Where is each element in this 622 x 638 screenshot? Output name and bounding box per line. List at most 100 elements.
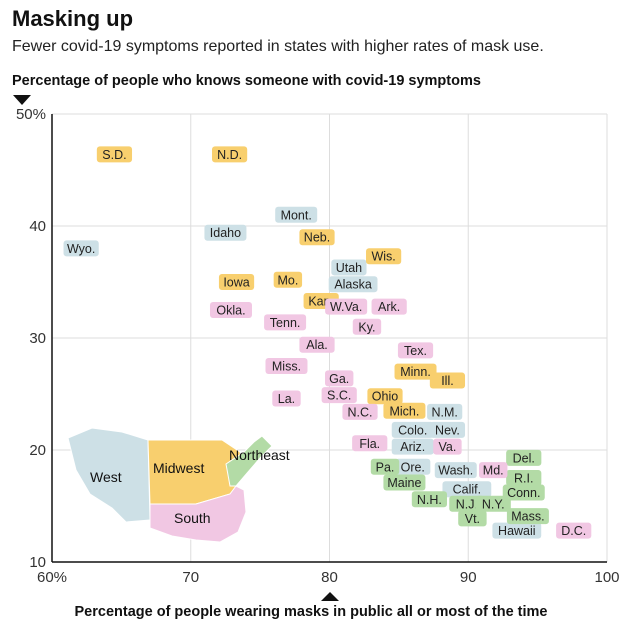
state-point: Ore. <box>395 458 431 475</box>
state-chip <box>204 224 247 241</box>
state-label: Tenn. <box>270 316 301 330</box>
map-label-west: West <box>90 469 122 485</box>
state-label: D.C. <box>561 524 586 538</box>
state-label: Mass. <box>511 510 544 524</box>
state-point: Iowa <box>218 274 255 290</box>
state-chip <box>273 271 303 288</box>
map-region-south <box>149 485 247 543</box>
map-label-south: South <box>174 510 211 526</box>
state-label: Fla. <box>359 437 380 451</box>
state-chip <box>321 387 357 404</box>
state-label: Mich. <box>389 404 419 418</box>
state-point: Tenn. <box>264 314 307 331</box>
y-tick-label: 20 <box>29 442 46 459</box>
chart-title: Masking up <box>12 6 134 31</box>
state-chip <box>506 508 549 525</box>
state-label: Ala. <box>306 338 328 352</box>
state-label: Wyo. <box>67 242 95 256</box>
state-point: Tex. <box>397 342 434 359</box>
state-point: Vt. <box>458 510 487 527</box>
state-point: Minn. <box>394 363 437 380</box>
state-chip <box>458 510 487 527</box>
state-label: W.Va. <box>330 300 362 314</box>
state-chip <box>429 372 466 389</box>
state-point: Calif. <box>442 481 492 498</box>
state-label: Tex. <box>404 344 427 358</box>
state-point: Okla. <box>209 302 252 318</box>
state-point: Wyo. <box>63 240 99 257</box>
state-chip <box>209 302 252 318</box>
x-tick-label: 60% <box>37 569 67 586</box>
us-region-map: West Midwest Northeast South <box>67 427 290 543</box>
state-chip <box>264 314 307 331</box>
state-point: S.C. <box>321 387 357 404</box>
state-label: Utah <box>336 261 362 275</box>
y-tick-label: 10 <box>29 554 46 571</box>
state-label: Hawaii <box>498 524 536 538</box>
state-point: Nev. <box>429 421 466 438</box>
state-label: R.I. <box>514 472 533 486</box>
y-tick-label: 50% <box>16 106 46 123</box>
state-chip <box>370 458 400 475</box>
x-axis-arrow-icon <box>321 592 339 601</box>
x-tick-label: 80 <box>321 569 338 586</box>
state-label: Nev. <box>435 423 460 437</box>
state-chip <box>506 449 542 466</box>
state-chip <box>272 390 301 407</box>
state-label: Pa. <box>376 460 395 474</box>
state-label: Mont. <box>281 208 312 222</box>
state-chip <box>411 491 447 508</box>
map-region-west <box>67 427 151 523</box>
state-label: Maine <box>387 476 421 490</box>
state-label: N.C. <box>348 405 373 419</box>
state-point: N.H. <box>411 491 447 508</box>
state-label: Idaho <box>210 226 241 240</box>
state-point: Ala. <box>299 336 335 353</box>
state-point: Ill. <box>429 372 466 389</box>
state-chip <box>366 248 402 265</box>
state-chip <box>556 522 592 539</box>
state-label: Ore. <box>401 460 425 474</box>
state-label: Neb. <box>304 231 330 245</box>
state-point: D.C. <box>556 522 592 539</box>
y-tick-label: 40 <box>29 218 46 235</box>
state-chip <box>352 318 382 335</box>
state-point: Maine <box>383 474 426 491</box>
state-chip <box>479 462 508 479</box>
state-point: Ky. <box>352 318 382 335</box>
state-point: W.Va. <box>325 298 368 315</box>
state-point: Pa. <box>370 458 400 475</box>
y-tick-label: 30 <box>29 330 46 347</box>
state-label: Ark. <box>378 300 400 314</box>
state-label: Minn. <box>400 365 431 379</box>
y-axis-arrow-icon <box>13 95 31 105</box>
state-label: Vt. <box>465 512 480 526</box>
state-chip <box>325 370 354 387</box>
state-chip <box>275 206 318 223</box>
state-label: Va. <box>439 440 457 454</box>
state-point: Mass. <box>506 508 549 525</box>
state-point: N.M. <box>427 403 463 420</box>
state-chip <box>475 495 511 512</box>
state-point: R.I. <box>506 470 542 486</box>
state-chip <box>397 342 434 359</box>
state-point: N.Y. <box>475 495 511 512</box>
state-chip <box>395 458 431 475</box>
state-chip <box>506 470 542 486</box>
state-point: Colo. <box>391 421 434 438</box>
map-region-northeast <box>225 435 273 487</box>
state-chip <box>331 259 367 276</box>
state-point: Mich. <box>383 402 426 419</box>
state-labels: Wyo. Idaho Mont. Utah Alaska Colo. Ariz. N.M. Ne… <box>63 146 592 539</box>
x-tick-label: 70 <box>182 569 199 586</box>
state-point: Wash. <box>434 462 477 479</box>
state-point: Ohio <box>367 388 403 405</box>
state-point: Ark. <box>371 298 407 315</box>
state-chip <box>212 146 248 163</box>
state-chip <box>442 481 492 498</box>
state-chip <box>502 484 545 501</box>
state-label: Ky. <box>358 320 375 334</box>
state-label: S.C. <box>327 389 351 403</box>
state-point: S.D. <box>96 146 133 163</box>
state-chip <box>265 358 308 374</box>
